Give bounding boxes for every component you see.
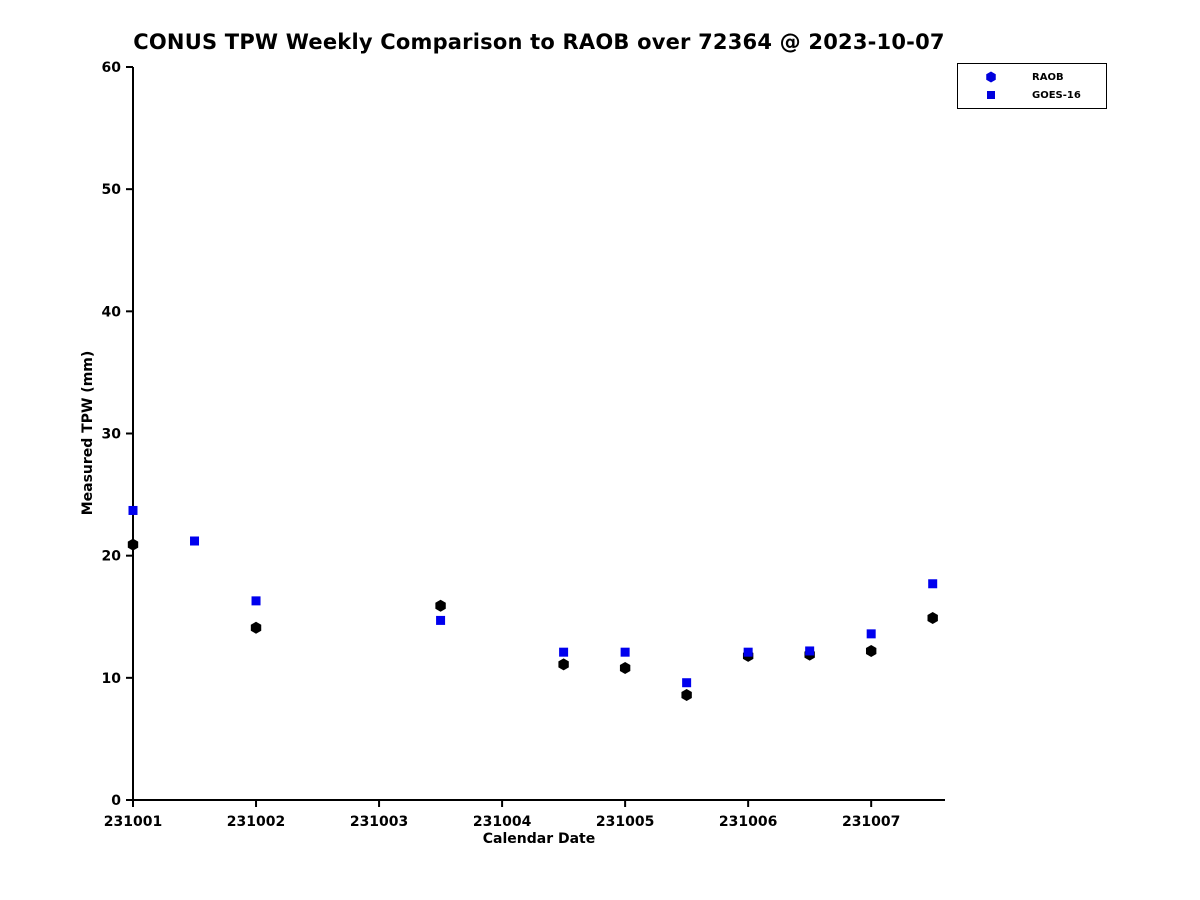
goes-16-point	[743, 647, 753, 657]
x-tick-label: 231007	[842, 814, 900, 830]
x-tick-label: 231001	[104, 814, 162, 830]
y-tick-label: 60	[102, 60, 122, 76]
x-tick-label: 231005	[596, 814, 654, 830]
raob-point	[927, 611, 938, 624]
goes-16-point	[928, 579, 938, 589]
y-tick-label: 20	[102, 549, 122, 565]
goes-16-legend-marker-icon	[987, 91, 995, 99]
legend: RAOB GOES-16	[957, 63, 1107, 109]
x-axis-label: Calendar Date	[482, 831, 596, 847]
legend-item-raob: RAOB	[958, 68, 1106, 86]
goes-16-point	[620, 647, 630, 657]
raob-point	[865, 644, 877, 657]
legend-label-goes-16: GOES-16	[1032, 89, 1081, 101]
goes-16-point	[682, 678, 692, 688]
x-tick-label: 231004	[473, 814, 532, 830]
raob-point	[681, 688, 692, 701]
raob-point	[127, 538, 139, 551]
goes-16-point	[251, 596, 261, 606]
raob-point	[250, 621, 262, 634]
y-tick-label: 40	[102, 304, 122, 320]
legend-item-goes-16: GOES-16	[958, 86, 1106, 104]
y-tick-label: 30	[102, 427, 122, 443]
goes-16-point	[866, 629, 876, 639]
raob-legend-marker-icon	[986, 71, 996, 83]
raob-point	[619, 662, 631, 675]
goes-16-point	[436, 615, 446, 625]
goes-16-point	[559, 647, 569, 657]
x-tick-label: 231003	[350, 814, 408, 830]
x-tick-label: 231006	[719, 814, 777, 830]
legend-label-raob: RAOB	[1032, 71, 1064, 83]
goes-16-point	[190, 536, 200, 546]
raob-point	[435, 599, 446, 612]
goes-16-point	[805, 646, 815, 656]
goes-16-point	[128, 505, 138, 515]
y-tick-label: 0	[111, 793, 121, 809]
chart-title: CONUS TPW Weekly Comparison to RAOB over…	[133, 30, 945, 54]
y-tick-label: 50	[102, 182, 122, 198]
raob-point	[558, 658, 569, 671]
x-tick-label: 231002	[227, 814, 285, 830]
y-tick-label: 10	[102, 671, 122, 687]
